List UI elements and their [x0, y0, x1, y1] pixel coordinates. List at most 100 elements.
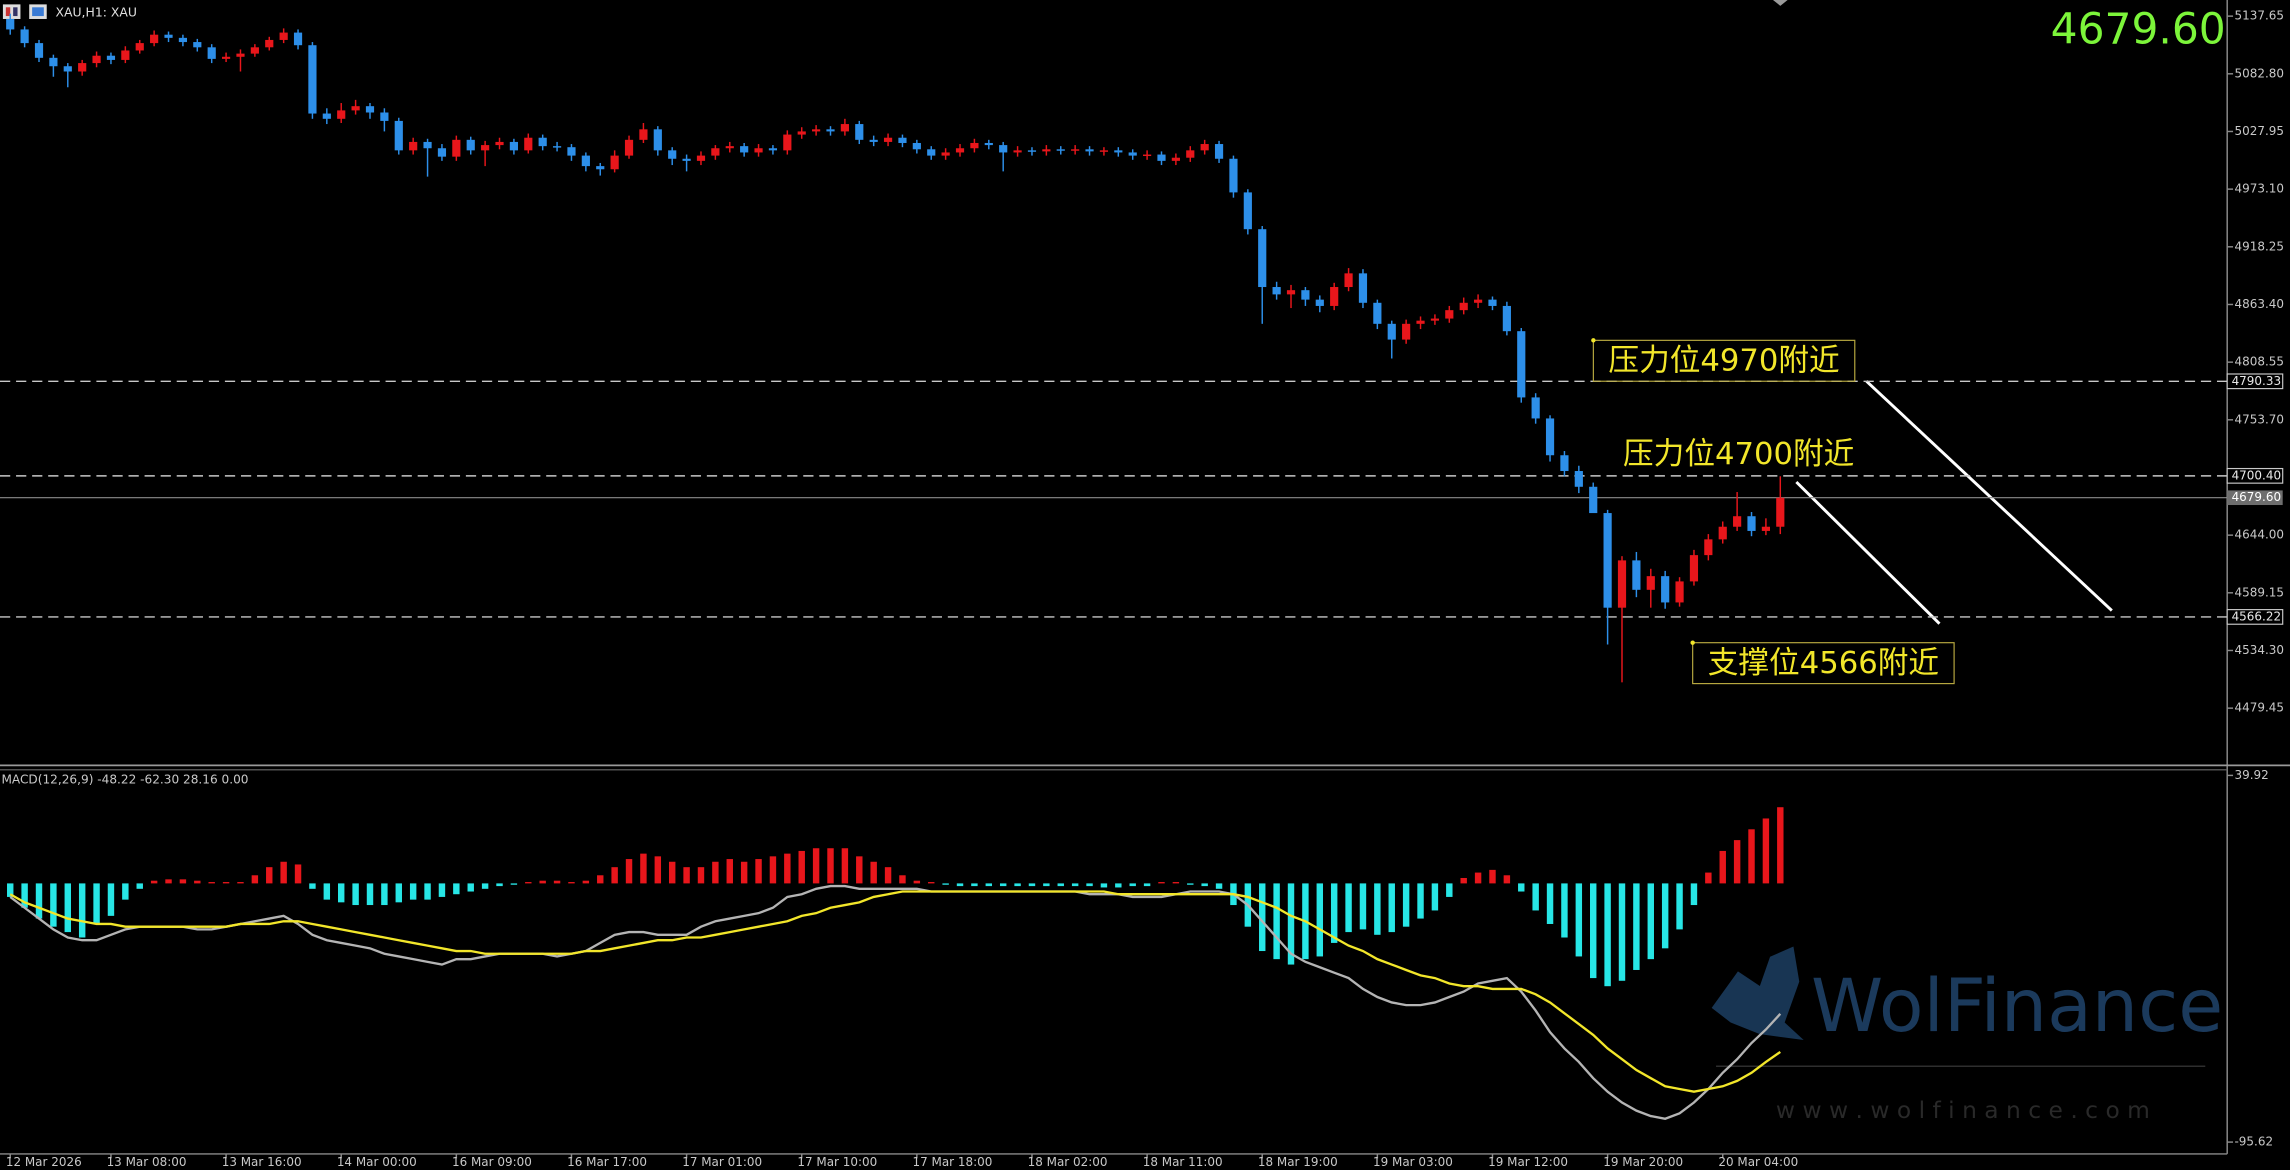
candle-body — [481, 145, 490, 151]
last-price-box — [2227, 490, 2283, 506]
candle-body — [1258, 229, 1267, 288]
histogram-bar — [956, 883, 964, 887]
candle-body — [869, 139, 878, 142]
candle-body — [1474, 299, 1483, 303]
histogram-bar — [1388, 883, 1395, 933]
candle-body — [768, 148, 778, 151]
candle-body — [1301, 290, 1310, 300]
candle-body — [1675, 581, 1684, 603]
candle-body — [135, 43, 144, 51]
histogram-bar — [1273, 883, 1280, 960]
histogram-bar — [1115, 883, 1122, 888]
last-price-label: 4679.60 — [2232, 490, 2281, 504]
histogram-bar — [165, 879, 172, 884]
candle-body — [1761, 526, 1770, 531]
candle-body — [1200, 144, 1209, 151]
candle-body — [696, 155, 706, 161]
candle-body — [1373, 302, 1382, 324]
histogram-bar — [150, 880, 158, 884]
watermark-url: w w w . w o l f i n a n c e . c o m — [1776, 1096, 2150, 1124]
macd-label: MACD(12,26,9) -48.22 -62.30 28.16 0.00 — [1, 772, 248, 786]
last-price-display: 4679.60 — [2051, 5, 2226, 54]
candle-body — [1099, 150, 1109, 152]
candle-body — [826, 129, 835, 132]
histogram-bar — [784, 853, 791, 884]
candle-body — [293, 32, 303, 46]
y-tick-label: 4589.15 — [2235, 585, 2284, 599]
histogram-bar — [640, 853, 647, 884]
candle-body — [1387, 323, 1396, 340]
level-label-box — [2226, 467, 2284, 484]
y-tick-label: 39.92 — [2235, 768, 2269, 782]
histogram-bar — [510, 883, 518, 885]
candle-body — [883, 137, 893, 142]
candle-body — [999, 145, 1008, 153]
histogram-bar — [1590, 883, 1597, 979]
candle-body — [337, 110, 346, 119]
histogram-bar — [194, 880, 201, 884]
histogram-bar — [251, 875, 259, 884]
trend-line — [1795, 480, 1941, 625]
level-label-box — [2226, 373, 2284, 390]
histogram-bar — [64, 883, 71, 933]
candle-body — [250, 47, 259, 54]
x-tick-label: 20 Mar 04:00 — [1718, 1155, 1798, 1169]
histogram-bar — [1402, 883, 1410, 927]
candle-body — [783, 134, 792, 151]
annotation-box — [1592, 339, 1856, 382]
histogram-bar — [568, 882, 575, 884]
histogram-bar — [1618, 883, 1626, 981]
histogram-bar — [827, 848, 834, 884]
candle-body — [394, 120, 403, 151]
histogram-bar — [611, 867, 618, 884]
candle-body — [221, 56, 231, 59]
histogram-bar — [122, 883, 129, 900]
histogram-bar — [309, 883, 316, 889]
candle-body — [6, 18, 15, 30]
histogram-bar — [352, 883, 359, 906]
histogram-bar — [1719, 850, 1726, 884]
macd-line — [9, 884, 1782, 1120]
histogram-bar — [1690, 883, 1698, 906]
candle-body — [567, 147, 576, 156]
histogram-bar — [1733, 840, 1741, 884]
x-tick-label: 17 Mar 10:00 — [797, 1155, 877, 1169]
candle-body — [92, 55, 101, 64]
histogram-bar — [553, 880, 561, 884]
candle-body — [1085, 149, 1094, 152]
symbol-icon — [2, 4, 47, 19]
histogram-bar — [1359, 883, 1367, 930]
histogram-bar — [884, 867, 892, 884]
histogram-bar — [237, 882, 244, 884]
candle-body — [20, 29, 29, 44]
histogram-bar — [1661, 883, 1669, 949]
histogram-bar — [107, 883, 115, 916]
candle-body — [279, 32, 288, 40]
annotation-anchor — [1591, 338, 1596, 343]
level-label: 4566.22 — [2232, 609, 2281, 623]
candle-body — [49, 57, 58, 67]
candle-body — [236, 53, 245, 57]
histogram-bar — [1518, 883, 1525, 892]
histogram-bar — [856, 856, 863, 884]
histogram-bar — [1374, 883, 1381, 935]
annotation: 支撑位4566附近 — [1708, 646, 1939, 681]
candle-body — [682, 158, 691, 161]
histogram-bar — [1489, 869, 1496, 884]
candle-body — [1214, 144, 1224, 159]
histogram-bar — [1474, 872, 1482, 884]
candle-body — [1344, 273, 1353, 288]
histogram-bar — [381, 883, 388, 906]
candle-body — [927, 149, 936, 156]
histogram-bar — [496, 883, 503, 887]
candle-body — [912, 142, 921, 150]
candle-body — [1459, 302, 1468, 311]
histogram-bar — [1215, 883, 1223, 889]
histogram-bar — [1546, 883, 1554, 924]
histogram-bar — [769, 856, 777, 884]
histogram-bar — [280, 861, 287, 884]
candle-body — [1545, 418, 1555, 456]
candle-body — [1315, 299, 1324, 306]
histogram-bar — [1446, 883, 1453, 897]
signal-line — [9, 890, 1781, 1093]
